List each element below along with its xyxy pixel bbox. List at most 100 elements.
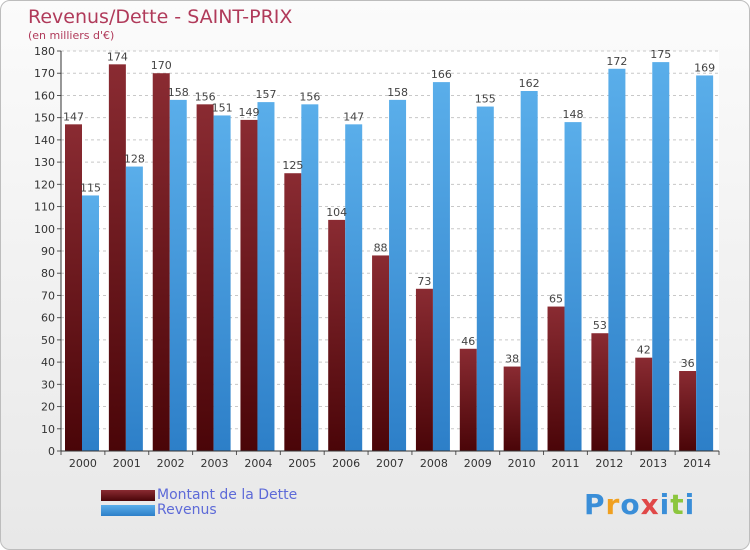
bar-debt	[152, 73, 170, 451]
bar-debt	[547, 306, 565, 451]
data-label-debt: 38	[505, 353, 519, 366]
data-label-revenus: 151	[212, 101, 233, 114]
x-tick-label: 2006	[332, 457, 360, 470]
bar-revenus	[213, 115, 231, 451]
y-tick-label: 150	[34, 112, 55, 125]
y-tick-label: 20	[41, 401, 55, 414]
data-label-revenus: 128	[124, 153, 145, 166]
bar-debt	[415, 288, 433, 451]
data-label-revenus: 175	[650, 48, 671, 61]
bar-revenus	[82, 195, 99, 451]
bar-debt	[591, 333, 609, 451]
data-label-debt: 53	[593, 319, 607, 332]
y-tick-label: 90	[41, 245, 55, 258]
bar-debt	[372, 255, 390, 451]
bar-revenus	[520, 91, 538, 451]
x-tick-label: 2009	[464, 457, 492, 470]
logo-letter: r	[605, 488, 621, 521]
bar-debt	[635, 357, 653, 451]
legend-item-debt: Montant de la Dette	[101, 487, 297, 503]
bar-debt	[328, 219, 346, 451]
legend-swatch-revenus	[101, 504, 155, 516]
y-tick-label: 140	[34, 134, 55, 147]
bar-revenus	[476, 106, 494, 452]
bar-debt	[503, 366, 521, 451]
bar-revenus	[257, 102, 275, 451]
bar-revenus	[389, 99, 407, 451]
data-label-revenus: 157	[255, 88, 276, 101]
y-tick-label: 110	[34, 201, 55, 214]
y-tick-label: 0	[48, 445, 55, 458]
data-label-debt: 174	[107, 50, 128, 63]
logo-letter: i	[659, 488, 671, 521]
x-tick-label: 2005	[288, 457, 316, 470]
data-label-revenus: 166	[431, 68, 452, 81]
data-label-debt: 65	[549, 293, 563, 306]
bar-revenus	[301, 104, 319, 451]
bar-revenus	[564, 122, 582, 451]
bar-revenus	[125, 166, 143, 452]
x-tick-label: 2001	[113, 457, 141, 470]
x-tick-label: 2002	[157, 457, 185, 470]
bar-debt	[679, 371, 697, 451]
y-tick-label: 180	[34, 45, 55, 58]
logo-letter: o	[620, 488, 641, 521]
bar-debt	[284, 173, 302, 451]
y-tick-label: 120	[34, 178, 55, 191]
y-tick-label: 60	[41, 312, 55, 325]
proxiti-logo: Proxiti	[584, 488, 695, 521]
y-tick-label: 100	[34, 223, 55, 236]
data-label-revenus: 162	[519, 77, 540, 90]
x-tick-label: 2003	[201, 457, 229, 470]
legend-item-revenus: Revenus	[101, 502, 217, 518]
logo-letter: P	[584, 488, 606, 521]
x-tick-label: 2004	[244, 457, 272, 470]
y-tick-label: 170	[34, 67, 55, 80]
x-tick-label: 2011	[551, 457, 579, 470]
data-label-revenus: 115	[80, 181, 101, 194]
bar-debt	[65, 124, 82, 451]
legend-label-revenus: Revenus	[157, 502, 217, 518]
bar-revenus	[169, 99, 187, 451]
bar-revenus	[608, 68, 626, 452]
bar-revenus	[345, 124, 363, 451]
bar-debt	[240, 119, 258, 451]
bar-debt	[196, 104, 214, 451]
bar-debt	[459, 348, 477, 451]
y-tick-label: 130	[34, 156, 55, 169]
x-tick-label: 2013	[639, 457, 667, 470]
data-label-debt: 170	[151, 59, 172, 72]
y-tick-label: 50	[41, 334, 55, 347]
legend-label-debt: Montant de la Dette	[157, 487, 298, 503]
data-label-debt: 125	[282, 159, 303, 172]
chart-title: Revenus/Dette - SAINT-PRIX	[28, 6, 293, 28]
x-tick-label: 2012	[595, 457, 623, 470]
chart-subtitle: (en milliers d'€)	[28, 29, 115, 42]
data-label-debt: 73	[417, 275, 431, 288]
y-tick-label: 40	[41, 356, 55, 369]
y-tick-label: 160	[34, 89, 55, 102]
bar-debt	[108, 64, 126, 452]
bar-revenus	[652, 62, 670, 451]
data-label-revenus: 158	[168, 86, 189, 99]
data-label-revenus: 158	[387, 86, 408, 99]
logo-letter: x	[640, 488, 660, 521]
y-tick-label: 30	[41, 378, 55, 391]
data-label-revenus: 169	[694, 61, 715, 74]
y-tick-label: 10	[41, 423, 55, 436]
data-label-debt: 36	[681, 357, 695, 370]
data-label-revenus: 147	[343, 110, 364, 123]
y-tick-label: 80	[41, 267, 55, 280]
logo-letter: i	[684, 488, 696, 521]
data-label-debt: 104	[326, 206, 347, 219]
data-label-debt: 88	[374, 241, 388, 254]
y-tick-label: 70	[41, 289, 55, 302]
x-tick-label: 2010	[508, 457, 536, 470]
data-label-debt: 149	[238, 106, 259, 119]
x-tick-label: 2008	[420, 457, 448, 470]
data-label-revenus: 172	[606, 55, 627, 68]
data-label-revenus: 155	[475, 93, 496, 106]
x-tick-label: 2000	[69, 457, 97, 470]
